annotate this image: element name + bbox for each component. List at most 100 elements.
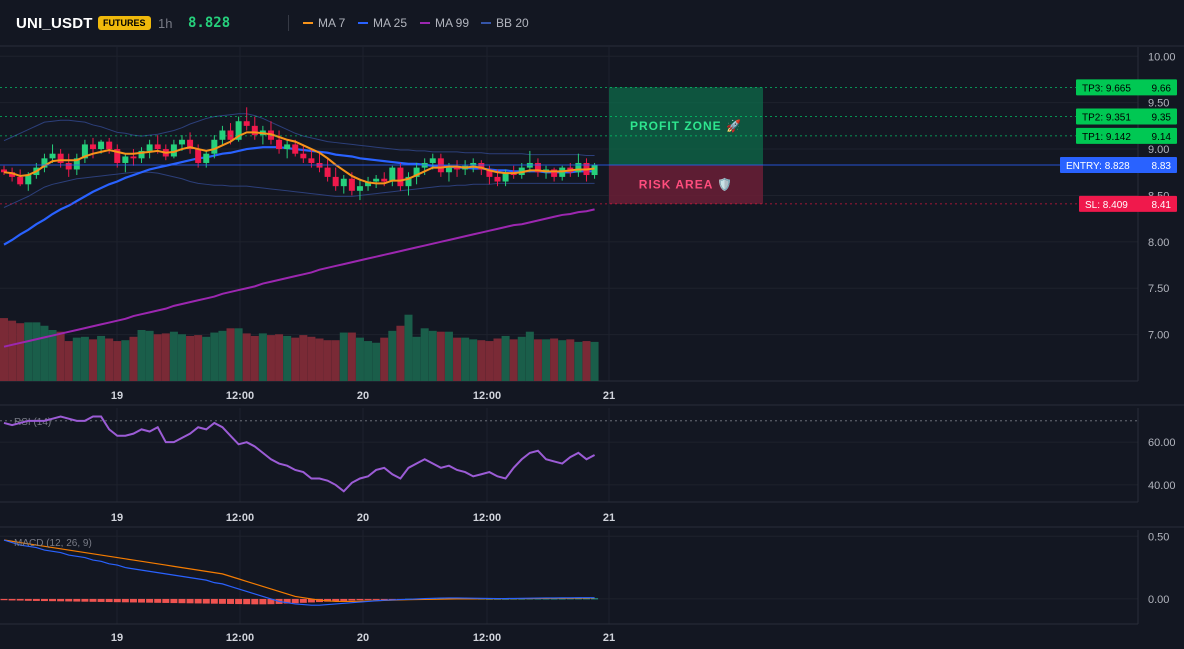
volume-bar — [161, 333, 170, 381]
candle-body — [405, 176, 412, 187]
macd-hist-bar — [113, 598, 121, 603]
rsi-x-tick-label: 12:00 — [473, 512, 501, 524]
volume-bar — [388, 330, 397, 381]
volume-bar — [493, 338, 502, 381]
volume-bar — [347, 332, 356, 381]
macd-hist-bar — [57, 598, 65, 602]
volume-bar — [16, 323, 25, 381]
candle-body — [502, 172, 509, 182]
candle-body — [122, 156, 129, 163]
rsi-x-tick-label: 12:00 — [226, 512, 254, 524]
legend-ma99[interactable]: MA 99 — [420, 16, 469, 30]
candle-body — [49, 153, 56, 159]
candle-body — [25, 175, 32, 185]
macd-y-tick-label: 0.00 — [1148, 594, 1169, 606]
candle-body — [356, 186, 363, 191]
macd-hist-bar — [8, 598, 16, 601]
candle-body — [381, 178, 388, 182]
volume-bar — [420, 328, 429, 381]
macd-hist-bar — [591, 598, 599, 600]
volume-bar — [299, 335, 308, 381]
legend-ma99-label: MA 99 — [435, 16, 470, 30]
candle-body — [235, 121, 242, 140]
macd-hist-bar — [89, 598, 97, 602]
legend-ma7[interactable]: MA 7 — [303, 16, 345, 30]
macd-hist-bar — [170, 598, 178, 604]
legend-ma25[interactable]: MA 25 — [358, 16, 407, 30]
macd-hist-bar — [129, 598, 137, 603]
volume-bar — [364, 341, 373, 381]
candle-body — [300, 153, 307, 159]
tp3-axis-value: 9.66 — [1152, 83, 1172, 94]
macd-hist-bar — [283, 598, 291, 604]
macd-hist-bar — [267, 598, 275, 605]
volume-bar — [566, 339, 575, 381]
macd-hist-bar — [558, 598, 566, 600]
macd-hist-bar — [235, 598, 243, 605]
header-divider — [288, 15, 289, 31]
macd-hist-bar — [202, 598, 210, 604]
macd-hist-bar — [121, 598, 129, 603]
volume-bar — [0, 318, 8, 381]
volume-bar — [331, 340, 340, 381]
macd-signal-line — [3, 539, 595, 603]
macd-hist-bar — [105, 598, 113, 603]
macd-hist-bar — [356, 598, 364, 601]
tp2-axis-value: 9.35 — [1152, 112, 1172, 123]
candle-body — [146, 144, 153, 151]
volume-bar — [558, 340, 567, 381]
entry-tag — [1060, 157, 1177, 174]
ma25-line — [3, 146, 595, 246]
volume-bar — [339, 332, 348, 381]
candle-body — [1, 169, 7, 173]
volume-bar — [485, 341, 494, 381]
macd-x-tick-label: 21 — [603, 632, 615, 644]
volume-bar — [444, 331, 453, 381]
candle-body — [41, 158, 48, 168]
macd-x-tick-label: 19 — [111, 632, 123, 644]
price-y-tick-label: 7.50 — [1148, 283, 1169, 295]
candle-body — [348, 178, 355, 191]
candle-body — [324, 167, 331, 177]
bb-lower-line — [3, 171, 595, 208]
volume-bar — [137, 330, 146, 381]
symbol-title[interactable]: UNI_USDT — [16, 15, 93, 32]
volume-bar — [266, 335, 275, 381]
entry-tag-label: ENTRY: 8.828 — [1066, 161, 1130, 172]
volume-bar — [283, 335, 292, 381]
price-y-tick-label: 9.50 — [1148, 98, 1169, 110]
candle-body — [284, 144, 291, 150]
volume-bar — [186, 335, 195, 381]
macd-hist-bar — [97, 598, 105, 602]
futures-badge: FUTURES — [98, 16, 151, 30]
macd-hist-bar — [332, 598, 340, 602]
ma99-line — [3, 208, 595, 348]
macd-label: MACD (12, 26, 9) — [14, 538, 92, 549]
candle-body — [154, 144, 161, 150]
volume-bar — [194, 335, 203, 381]
price-x-tick-label: 20 — [357, 390, 369, 402]
volume-bar — [97, 335, 106, 381]
profit-zone-label: PROFIT ZONE 🚀 — [630, 119, 742, 133]
macd-hist-bar — [146, 598, 154, 603]
tp2-tag — [1076, 108, 1177, 125]
timeframe-label[interactable]: 1h — [158, 16, 173, 31]
volume-bar — [372, 342, 381, 381]
tp3-tag — [1076, 79, 1177, 96]
volume-bar — [275, 334, 284, 381]
price-x-tick-label: 19 — [111, 390, 123, 402]
tp1-tag — [1076, 127, 1177, 144]
candle-body — [106, 141, 113, 150]
macd-hist-bar — [81, 598, 89, 602]
tp1-tag-label: TP1: 9.142 — [1082, 132, 1131, 143]
macd-hist-bar — [582, 598, 590, 600]
ma7-swatch — [303, 22, 313, 24]
macd-line — [3, 539, 595, 606]
candle-body — [413, 167, 420, 177]
legend-bb20[interactable]: BB 20 — [481, 16, 529, 30]
tp2-tag-label: TP2: 9.351 — [1082, 112, 1131, 123]
volume-bar — [380, 337, 389, 381]
rsi-label: RSI (14) — [14, 417, 51, 428]
candle-body — [332, 176, 339, 187]
